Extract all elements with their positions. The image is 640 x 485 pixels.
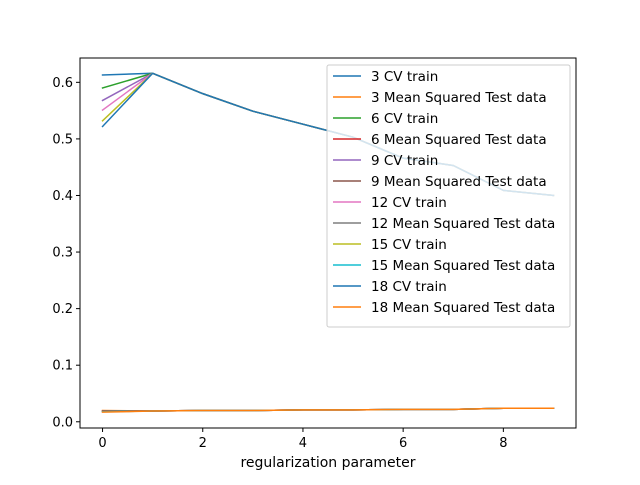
x-axis: 0 2 4 6 8: [98, 428, 507, 451]
x-tick-label: 4: [299, 436, 307, 451]
y-tick-label: 0.2: [52, 302, 73, 317]
legend-entry: 3 Mean Squared Test data: [371, 90, 547, 106]
legend-entry: 9 Mean Squared Test data: [371, 174, 547, 190]
axes-frame: [79, 57, 577, 429]
legend-entry: 6 CV train: [371, 111, 438, 127]
y-tick-label: 0.4: [52, 189, 73, 204]
x-axis-label: regularization parameter: [240, 455, 415, 471]
legend-entry: 18 CV train: [371, 279, 447, 295]
legend-box: [326, 64, 571, 328]
x-tick-label: 2: [199, 436, 207, 451]
y-tick-label: 0.6: [52, 76, 73, 91]
legend-entry: 12 Mean Squared Test data: [371, 216, 555, 232]
legend-entry: 15 Mean Squared Test data: [371, 258, 555, 274]
legend: 3 CV train 3 Mean Squared Test data 6 CV t…: [326, 64, 571, 328]
y-tick-label: 0.0: [52, 415, 73, 430]
y-tick-label: 0.3: [52, 246, 73, 261]
y-tick-label: 0.1: [52, 359, 73, 374]
x-tick-label: 6: [399, 436, 407, 451]
series-line-12: [101, 407, 555, 413]
legend-entry: 6 Mean Squared Test data: [371, 132, 547, 148]
y-tick-label: 0.5: [52, 132, 73, 147]
x-tick-label: 8: [499, 436, 507, 451]
x-tick-label: 0: [98, 436, 106, 451]
y-axis: 0.0 0.1 0.2 0.3 0.4 0.5 0.6: [52, 76, 80, 430]
legend-entry: 15 CV train: [371, 237, 447, 253]
legend-entry: 9 CV train: [371, 153, 438, 169]
legend-entry: 3 CV train: [371, 69, 438, 85]
legend-entry: 12 CV train: [371, 195, 447, 211]
legend-entry: 18 Mean Squared Test data: [371, 300, 555, 316]
